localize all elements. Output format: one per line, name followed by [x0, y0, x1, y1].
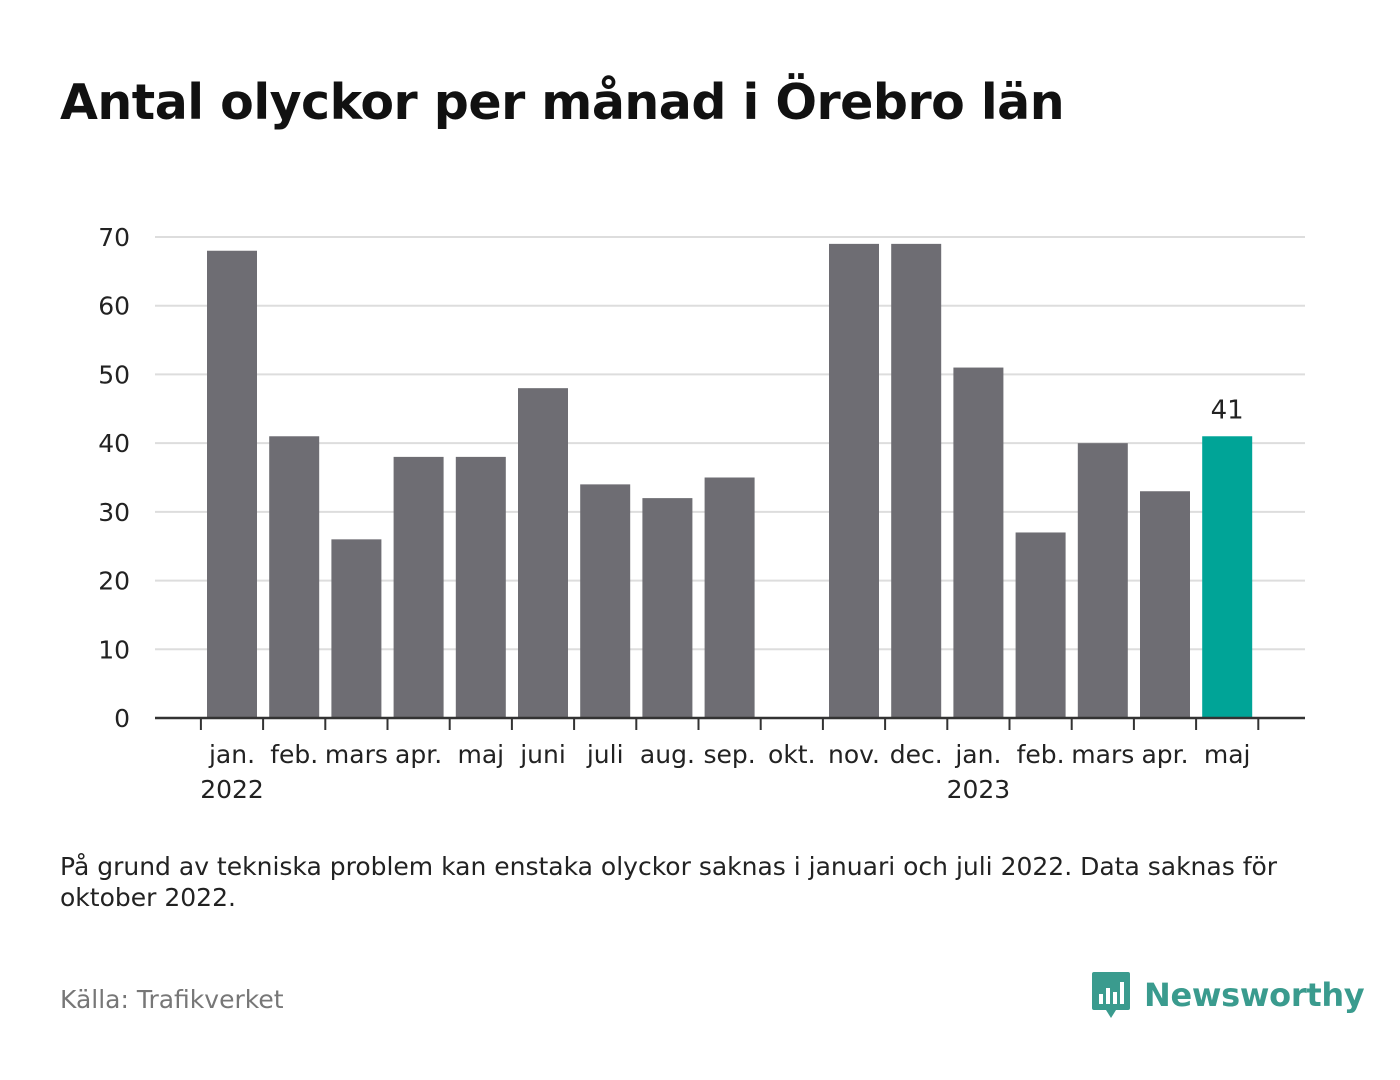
y-tick-label: 70	[98, 223, 130, 252]
x-tick-label: okt.	[768, 740, 816, 769]
x-tick-label: juli	[586, 740, 624, 769]
bar	[580, 484, 631, 718]
chart-title: Antal olyckor per månad i Örebro län	[60, 74, 1065, 131]
data-label: 41	[1211, 395, 1244, 425]
bars	[207, 243, 1253, 718]
x-tick-label: sep.	[703, 740, 755, 769]
year-label: 2022	[200, 775, 264, 804]
bar	[891, 243, 942, 718]
brand-logo: Newsworthy	[1090, 970, 1365, 1020]
x-tick-label: apr.	[1141, 740, 1188, 769]
bar	[455, 456, 506, 718]
bar	[704, 477, 755, 718]
bar	[1140, 491, 1190, 718]
y-tick-label: 30	[98, 498, 130, 527]
y-tick-label: 40	[98, 429, 130, 458]
newsworthy-logo-icon	[1092, 972, 1130, 1018]
bar	[829, 243, 879, 718]
x-tick-label: dec.	[890, 740, 943, 769]
bar	[207, 250, 257, 718]
x-tick-label: feb.	[1017, 740, 1065, 769]
year-label: 2023	[947, 775, 1011, 804]
bar	[1015, 532, 1066, 718]
y-tick-label: 50	[98, 360, 130, 389]
x-tick-label: nov.	[828, 740, 880, 769]
x-tick-label: juni	[519, 740, 566, 769]
bar	[331, 539, 382, 718]
x-tick-label: aug.	[640, 740, 695, 769]
y-tick-label: 0	[114, 704, 130, 733]
bar	[953, 367, 1004, 718]
bar	[1077, 443, 1128, 718]
source-label: Källa: Trafikverket	[60, 985, 284, 1014]
x-tick-label: mars	[325, 740, 388, 769]
x-tick-label: mars	[1071, 740, 1134, 769]
brand-name: Newsworthy	[1144, 976, 1365, 1014]
bar	[393, 456, 444, 718]
x-tick-label: feb.	[270, 740, 318, 769]
y-tick-label: 20	[98, 567, 130, 596]
x-tick-label: jan.	[954, 740, 1001, 769]
x-tick-label: jan.	[208, 740, 255, 769]
footnote: På grund av tekniska problem kan enstaka…	[60, 852, 1278, 912]
bar	[1202, 436, 1253, 718]
x-axis	[155, 716, 1305, 730]
x-tick-label: apr.	[395, 740, 442, 769]
bar	[642, 498, 693, 718]
x-tick-label: maj	[1204, 740, 1251, 769]
bar	[518, 388, 568, 718]
bar	[269, 436, 320, 718]
x-tick-label: maj	[457, 740, 504, 769]
y-tick-label: 60	[98, 292, 130, 321]
y-tick-label: 10	[98, 635, 130, 664]
